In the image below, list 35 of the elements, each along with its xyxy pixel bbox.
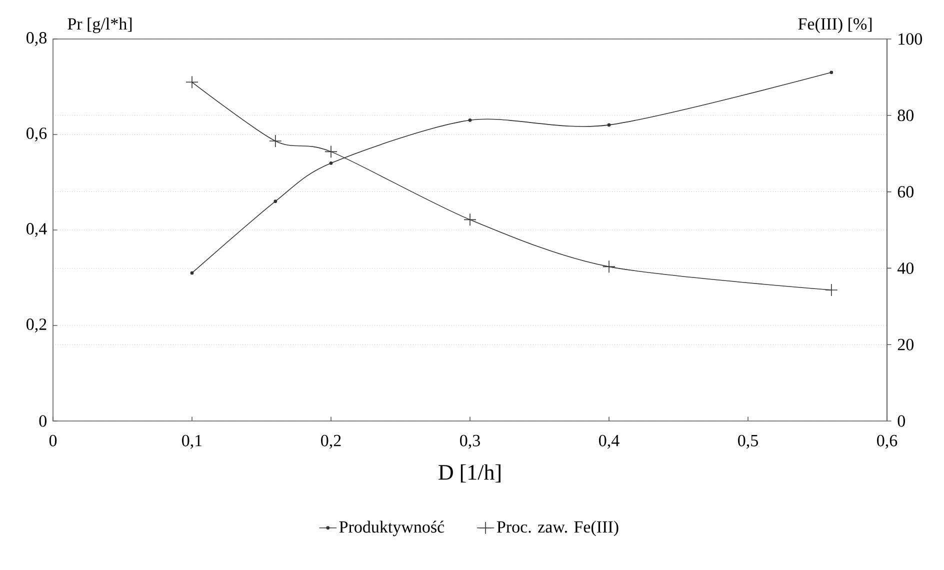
y-tick-label: 0,2 [26,318,46,332]
point [190,271,194,275]
point [269,134,282,148]
y2-tick-label: 40 [897,262,914,274]
point [607,123,611,127]
y-tick-label: 0,6 [26,128,47,142]
point [186,76,198,89]
x-tick-label: 0 [49,434,57,446]
point [825,284,838,296]
point [324,145,338,158]
x-tick-label: 0,6 [877,434,898,449]
y2-axis-title: Fe(III) [%] [798,18,872,34]
x-tick-label: 0,2 [321,434,341,449]
y2-tick-label: 60 [898,186,914,198]
y-tick-label: 0 [39,415,46,427]
point [468,118,472,122]
x-tick-label: 0,4 [599,434,620,449]
y2-tick-label: 80 [898,110,914,122]
x-axis-title: D [1/h] [438,464,500,483]
y-tick-label: 0,8 [26,32,46,46]
y2-tick-label: 0 [898,415,906,427]
y-axis-title: Pr [g/l*h] [68,18,132,34]
point [274,200,278,204]
x-tick-label: 0,3 [460,434,480,449]
point [329,161,333,165]
y2-tick-label: 20 [898,338,914,350]
point [830,70,834,74]
point [602,260,616,274]
y2-tick-label: 100 [898,33,922,45]
y-tick-label: 0,4 [26,223,47,237]
x-tick-label: 0,5 [738,434,758,449]
legend-label: Proc. zaw. Fe(III) [496,520,618,536]
legend-label: Produktywność [339,520,444,536]
x-tick-label: 0,1 [182,434,202,449]
point [464,213,476,226]
